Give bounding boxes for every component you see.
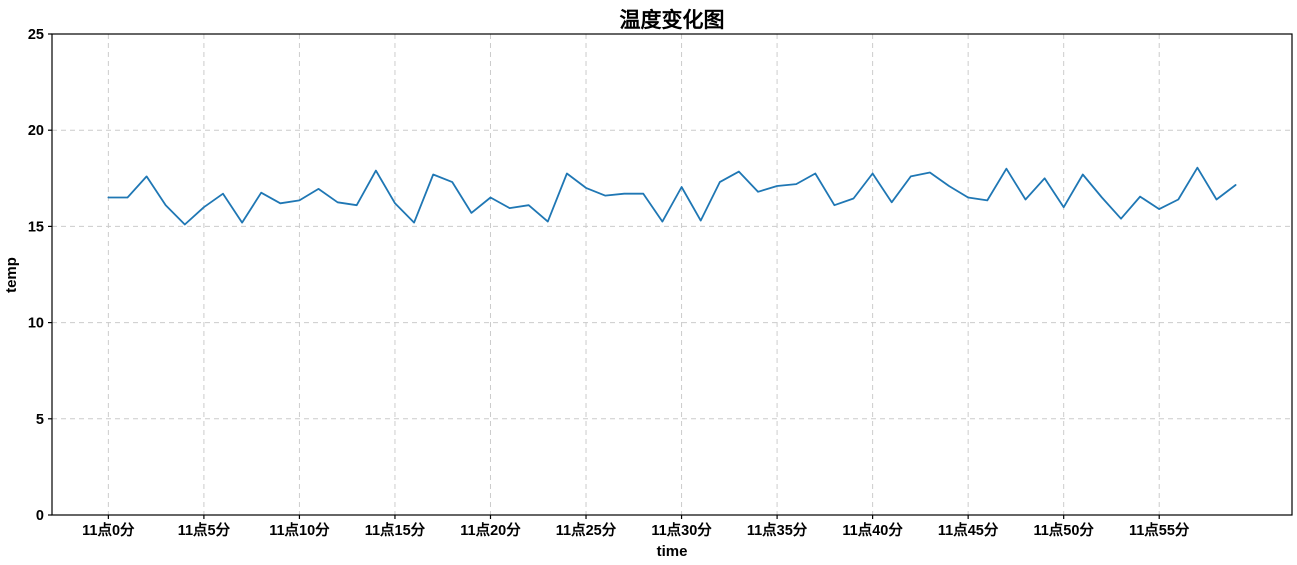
tick-label-layer: 11点0分 11点5分 11点10分 11点15分 11点20分 11点25分 11点30分… [28,27,1190,539]
x-tick-label: 11点20分 [460,522,521,539]
series-layer [107,166,1237,226]
temperature-line [107,166,1237,226]
y-tick-label: 15 [28,219,44,235]
x-tick-label: 11点50分 [1033,522,1094,539]
x-tick-label: 11点35分 [747,522,808,539]
x-tick-label: 11点5分 [178,522,231,539]
y-tick-label: 25 [28,27,44,43]
x-tick-label: 11点45分 [938,522,999,539]
y-tick-label: 0 [36,508,44,524]
x-tick-label: 11点30分 [651,522,712,539]
plot-border [51,33,1293,516]
grid-layer [52,34,1292,515]
y-axis-label: temp [3,257,20,293]
y-tick-label: 10 [28,316,44,332]
x-axis-label: time [657,543,688,560]
y-tick-label: 20 [28,123,44,139]
x-tick-label: 11点10分 [269,522,330,539]
y-tick-label: 5 [36,412,44,428]
x-tick-label: 11点0分 [82,522,135,539]
tick-layer [48,33,1160,519]
x-tick-label: 11点40分 [842,522,903,539]
x-tick-label: 11点25分 [556,522,617,539]
x-tick-label: 11点55分 [1129,522,1190,539]
chart-title: 温度变化图 [620,8,725,32]
x-tick-label: 11点15分 [365,522,426,539]
